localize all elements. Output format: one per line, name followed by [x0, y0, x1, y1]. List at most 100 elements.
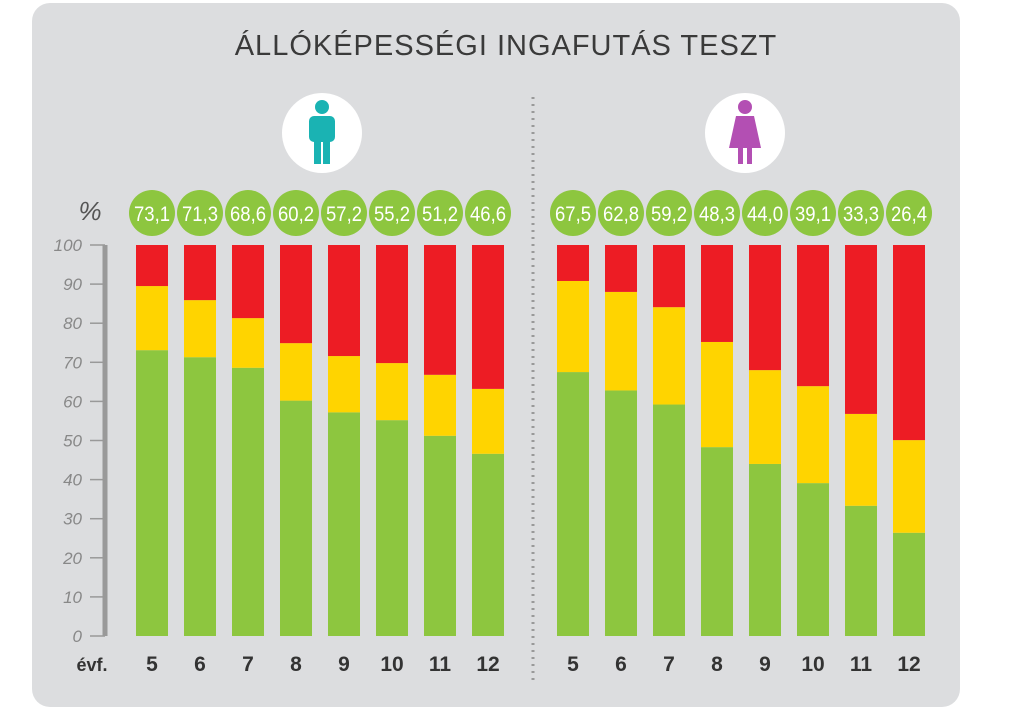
bar-segment-yellow: [557, 280, 589, 373]
value-badge: [550, 190, 596, 236]
x-tick-label: 9: [759, 653, 771, 676]
bar-segment-yellow: [472, 388, 504, 454]
bar-segment-yellow: [893, 440, 925, 533]
bar-segment-green: [557, 372, 589, 636]
bar-segment-yellow: [280, 343, 312, 401]
bar-segment-green: [605, 390, 637, 636]
bar-segment-red: [845, 245, 877, 414]
x-tick-label: 10: [380, 653, 403, 676]
bar-segment-yellow: [136, 286, 168, 351]
y-tick-label: 50: [63, 432, 82, 451]
bar-segment-green: [232, 367, 264, 636]
x-tick-label: 10: [801, 653, 824, 676]
bar-segment-green: [893, 532, 925, 636]
data-label: 39,1: [795, 203, 831, 226]
bar-segment-red: [472, 245, 504, 389]
value-badge: [465, 190, 511, 236]
data-label: 71,3: [182, 203, 218, 226]
bar-segment-red: [280, 245, 312, 344]
x-tick-label: 12: [897, 653, 920, 676]
bar-segment-green: [845, 505, 877, 636]
data-label: 62,8: [603, 203, 639, 226]
value-badge: [273, 190, 319, 236]
y-axis-unit: %: [78, 196, 101, 226]
bar-segment-green: [749, 463, 781, 636]
bar-segment-red: [232, 245, 264, 319]
x-tick-label: 6: [194, 653, 206, 676]
bar-segment-red: [557, 245, 589, 281]
y-tick-label: 40: [63, 471, 82, 490]
bar-segment-green: [136, 350, 168, 636]
male-icon-body: [309, 116, 335, 142]
male-icon-leg: [323, 138, 330, 164]
bar-segment-yellow: [605, 291, 637, 391]
bar-segment-green: [184, 357, 216, 636]
data-label: 33,3: [843, 203, 879, 226]
y-tick-label: 10: [63, 588, 82, 607]
y-tick-label: 20: [62, 549, 82, 568]
bar-segment-yellow: [845, 413, 877, 506]
female-icon-head: [738, 100, 752, 114]
data-label: 68,6: [230, 203, 266, 226]
bar-segment-red: [701, 245, 733, 342]
male-icon-head: [315, 100, 329, 114]
data-label: 48,3: [699, 203, 735, 226]
x-tick-label: 9: [338, 653, 350, 676]
bar-segment-green: [472, 453, 504, 636]
female-icon-leg: [747, 146, 752, 164]
value-badge: [129, 190, 175, 236]
x-tick-label: 7: [663, 653, 675, 676]
bar-segment-red: [797, 245, 829, 387]
data-label: 46,6: [470, 203, 506, 226]
bar-segment-red: [893, 245, 925, 441]
bar-segment-yellow: [184, 300, 216, 358]
data-label: 55,2: [374, 203, 410, 226]
value-badge: [694, 190, 740, 236]
bar-segment-green: [797, 483, 829, 636]
y-tick-label: 70: [63, 353, 82, 372]
bar-segment-green: [653, 404, 685, 636]
y-tick-label: 60: [63, 392, 82, 411]
value-badge: [177, 190, 223, 236]
bar-segment-red: [328, 245, 360, 357]
data-label: 44,0: [747, 203, 783, 226]
data-label: 57,2: [326, 203, 362, 226]
bar-segment-yellow: [328, 356, 360, 413]
value-badge: [369, 190, 415, 236]
bar-segment-green: [424, 435, 456, 636]
data-label: 51,2: [422, 203, 458, 226]
y-tick-label: 0: [73, 627, 83, 646]
x-axis-label: évf.: [76, 655, 107, 675]
chart-title: ÁLLÓKÉPESSÉGI INGAFUTÁS TESZT: [234, 30, 778, 62]
x-tick-label: 5: [567, 653, 579, 676]
y-tick-label: 30: [63, 510, 82, 529]
x-tick-label: 6: [615, 653, 627, 676]
bar-segment-red: [184, 245, 216, 301]
bar-segment-red: [376, 245, 408, 364]
bar-segment-green: [376, 420, 408, 636]
x-tick-label: 7: [242, 653, 254, 676]
data-label: 59,2: [651, 203, 687, 226]
bar-segment-red: [424, 245, 456, 375]
data-label: 67,5: [555, 203, 591, 226]
value-badge: [321, 190, 367, 236]
bar-segment-yellow: [232, 318, 264, 368]
male-icon-leg: [314, 138, 321, 164]
data-label: 73,1: [134, 203, 170, 226]
bar-segment-red: [605, 245, 637, 292]
x-tick-label: 5: [146, 653, 158, 676]
bar-segment-yellow: [701, 341, 733, 448]
value-badge: [417, 190, 463, 236]
data-label: 26,4: [891, 203, 927, 226]
female-icon-leg: [738, 146, 743, 164]
bar-segment-yellow: [376, 363, 408, 421]
bar-segment-yellow: [797, 386, 829, 484]
bar-segment-red: [136, 245, 168, 287]
x-tick-label: 12: [476, 653, 499, 676]
bar-segment-green: [701, 447, 733, 636]
bar-segment-yellow: [749, 370, 781, 464]
y-tick-label: 90: [63, 275, 82, 294]
y-tick-label: 100: [54, 236, 83, 255]
bar-segment-green: [328, 412, 360, 636]
